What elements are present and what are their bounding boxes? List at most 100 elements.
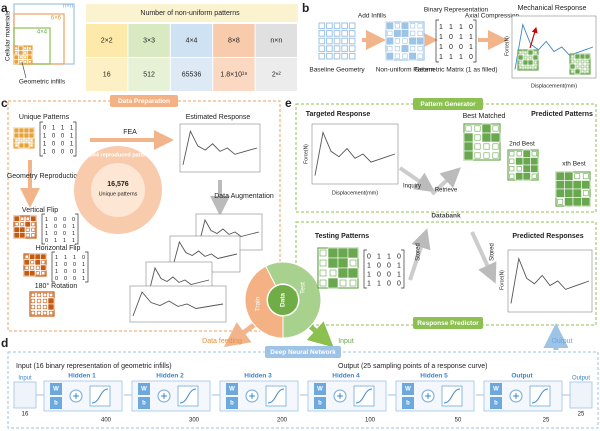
box — [14, 51, 18, 55]
box — [531, 173, 537, 179]
box — [27, 50, 33, 56]
matrix-entry: 1 — [61, 126, 65, 132]
box — [492, 125, 499, 132]
label: Mechanical Response — [518, 5, 587, 12]
matrix-entry: 1 — [43, 142, 47, 148]
box — [417, 53, 423, 59]
box — [341, 30, 348, 37]
box — [530, 157, 539, 166]
plus — [425, 393, 431, 399]
box — [585, 64, 590, 69]
box — [394, 46, 400, 52]
box — [408, 52, 417, 61]
box — [569, 63, 576, 70]
label: Retrieve — [435, 188, 458, 194]
box — [128, 58, 170, 91]
matrix-entry: 0 — [73, 262, 76, 268]
box — [42, 304, 48, 310]
matrix-entry: 1 — [43, 150, 47, 156]
matrix-entry: 1 — [70, 126, 74, 132]
label: Number of non-uniform patterns — [140, 10, 240, 17]
box — [523, 50, 528, 55]
label: Binary Representation — [424, 7, 489, 14]
box — [517, 54, 524, 61]
matrix-entry: 1 — [45, 217, 48, 223]
box — [31, 233, 36, 238]
box — [518, 50, 523, 55]
matrix-entry: 1 — [64, 255, 67, 261]
matrix-entry: 1 — [72, 224, 75, 230]
donut-segment — [244, 265, 284, 339]
matrix-entry: 1 — [45, 231, 48, 237]
box — [572, 180, 582, 190]
box — [23, 142, 30, 149]
box — [394, 38, 400, 44]
box — [30, 292, 36, 298]
matrix-entry: 0 — [63, 231, 66, 237]
box — [327, 257, 339, 269]
label: Data Augmentation — [214, 193, 274, 200]
label: 300 — [189, 418, 200, 424]
box — [400, 21, 410, 30]
box — [318, 30, 326, 37]
box — [13, 54, 19, 60]
box — [349, 279, 357, 287]
response-curve — [510, 256, 590, 304]
box — [326, 37, 333, 45]
activation — [531, 388, 549, 404]
matrix-entry: 1 — [45, 224, 48, 230]
plus — [249, 393, 255, 399]
box — [18, 142, 25, 149]
box — [582, 190, 589, 197]
box — [348, 45, 356, 52]
box — [518, 65, 523, 70]
box — [24, 221, 31, 228]
matrix-entry: 1 — [377, 280, 381, 287]
label: 200 — [277, 418, 288, 424]
panel-label: c — [1, 96, 8, 110]
box — [474, 134, 481, 141]
box — [42, 310, 48, 316]
box — [128, 24, 170, 57]
arrow — [223, 319, 260, 347]
box — [24, 138, 29, 143]
section-title: Response Predictor — [417, 320, 479, 327]
box — [400, 29, 410, 38]
plus — [73, 393, 79, 399]
box — [50, 397, 62, 409]
matrix-entry: 1 — [459, 24, 463, 31]
box — [349, 259, 357, 267]
box — [410, 23, 416, 29]
box — [581, 180, 591, 190]
label: 6×6 — [51, 16, 62, 22]
label: xth Best — [562, 161, 586, 168]
box — [36, 292, 42, 298]
box — [31, 222, 36, 227]
box — [28, 46, 32, 50]
box — [23, 60, 27, 64]
label: W — [405, 387, 411, 393]
matrix-entry: 1 — [449, 54, 453, 61]
label: 180° Rotation — [35, 282, 78, 290]
label: Input — [338, 338, 354, 345]
label: Non-uniform Pattern — [376, 67, 435, 74]
matrix-entry: 1 — [70, 134, 74, 140]
box — [311, 123, 399, 185]
matrix-entry: 0 — [52, 134, 56, 140]
box — [570, 54, 575, 59]
label: Stored — [490, 243, 496, 261]
plus — [513, 393, 519, 399]
box — [463, 132, 474, 143]
box — [387, 30, 393, 36]
box — [533, 60, 538, 65]
label: 25 — [543, 418, 550, 424]
box — [402, 53, 408, 59]
box — [34, 253, 41, 260]
label: Predicted Patterns — [531, 111, 593, 118]
box — [509, 151, 515, 157]
box — [25, 216, 30, 221]
box — [339, 279, 347, 287]
matrix-entry: 0 — [397, 253, 401, 260]
label: Axial Compression — [465, 13, 520, 20]
